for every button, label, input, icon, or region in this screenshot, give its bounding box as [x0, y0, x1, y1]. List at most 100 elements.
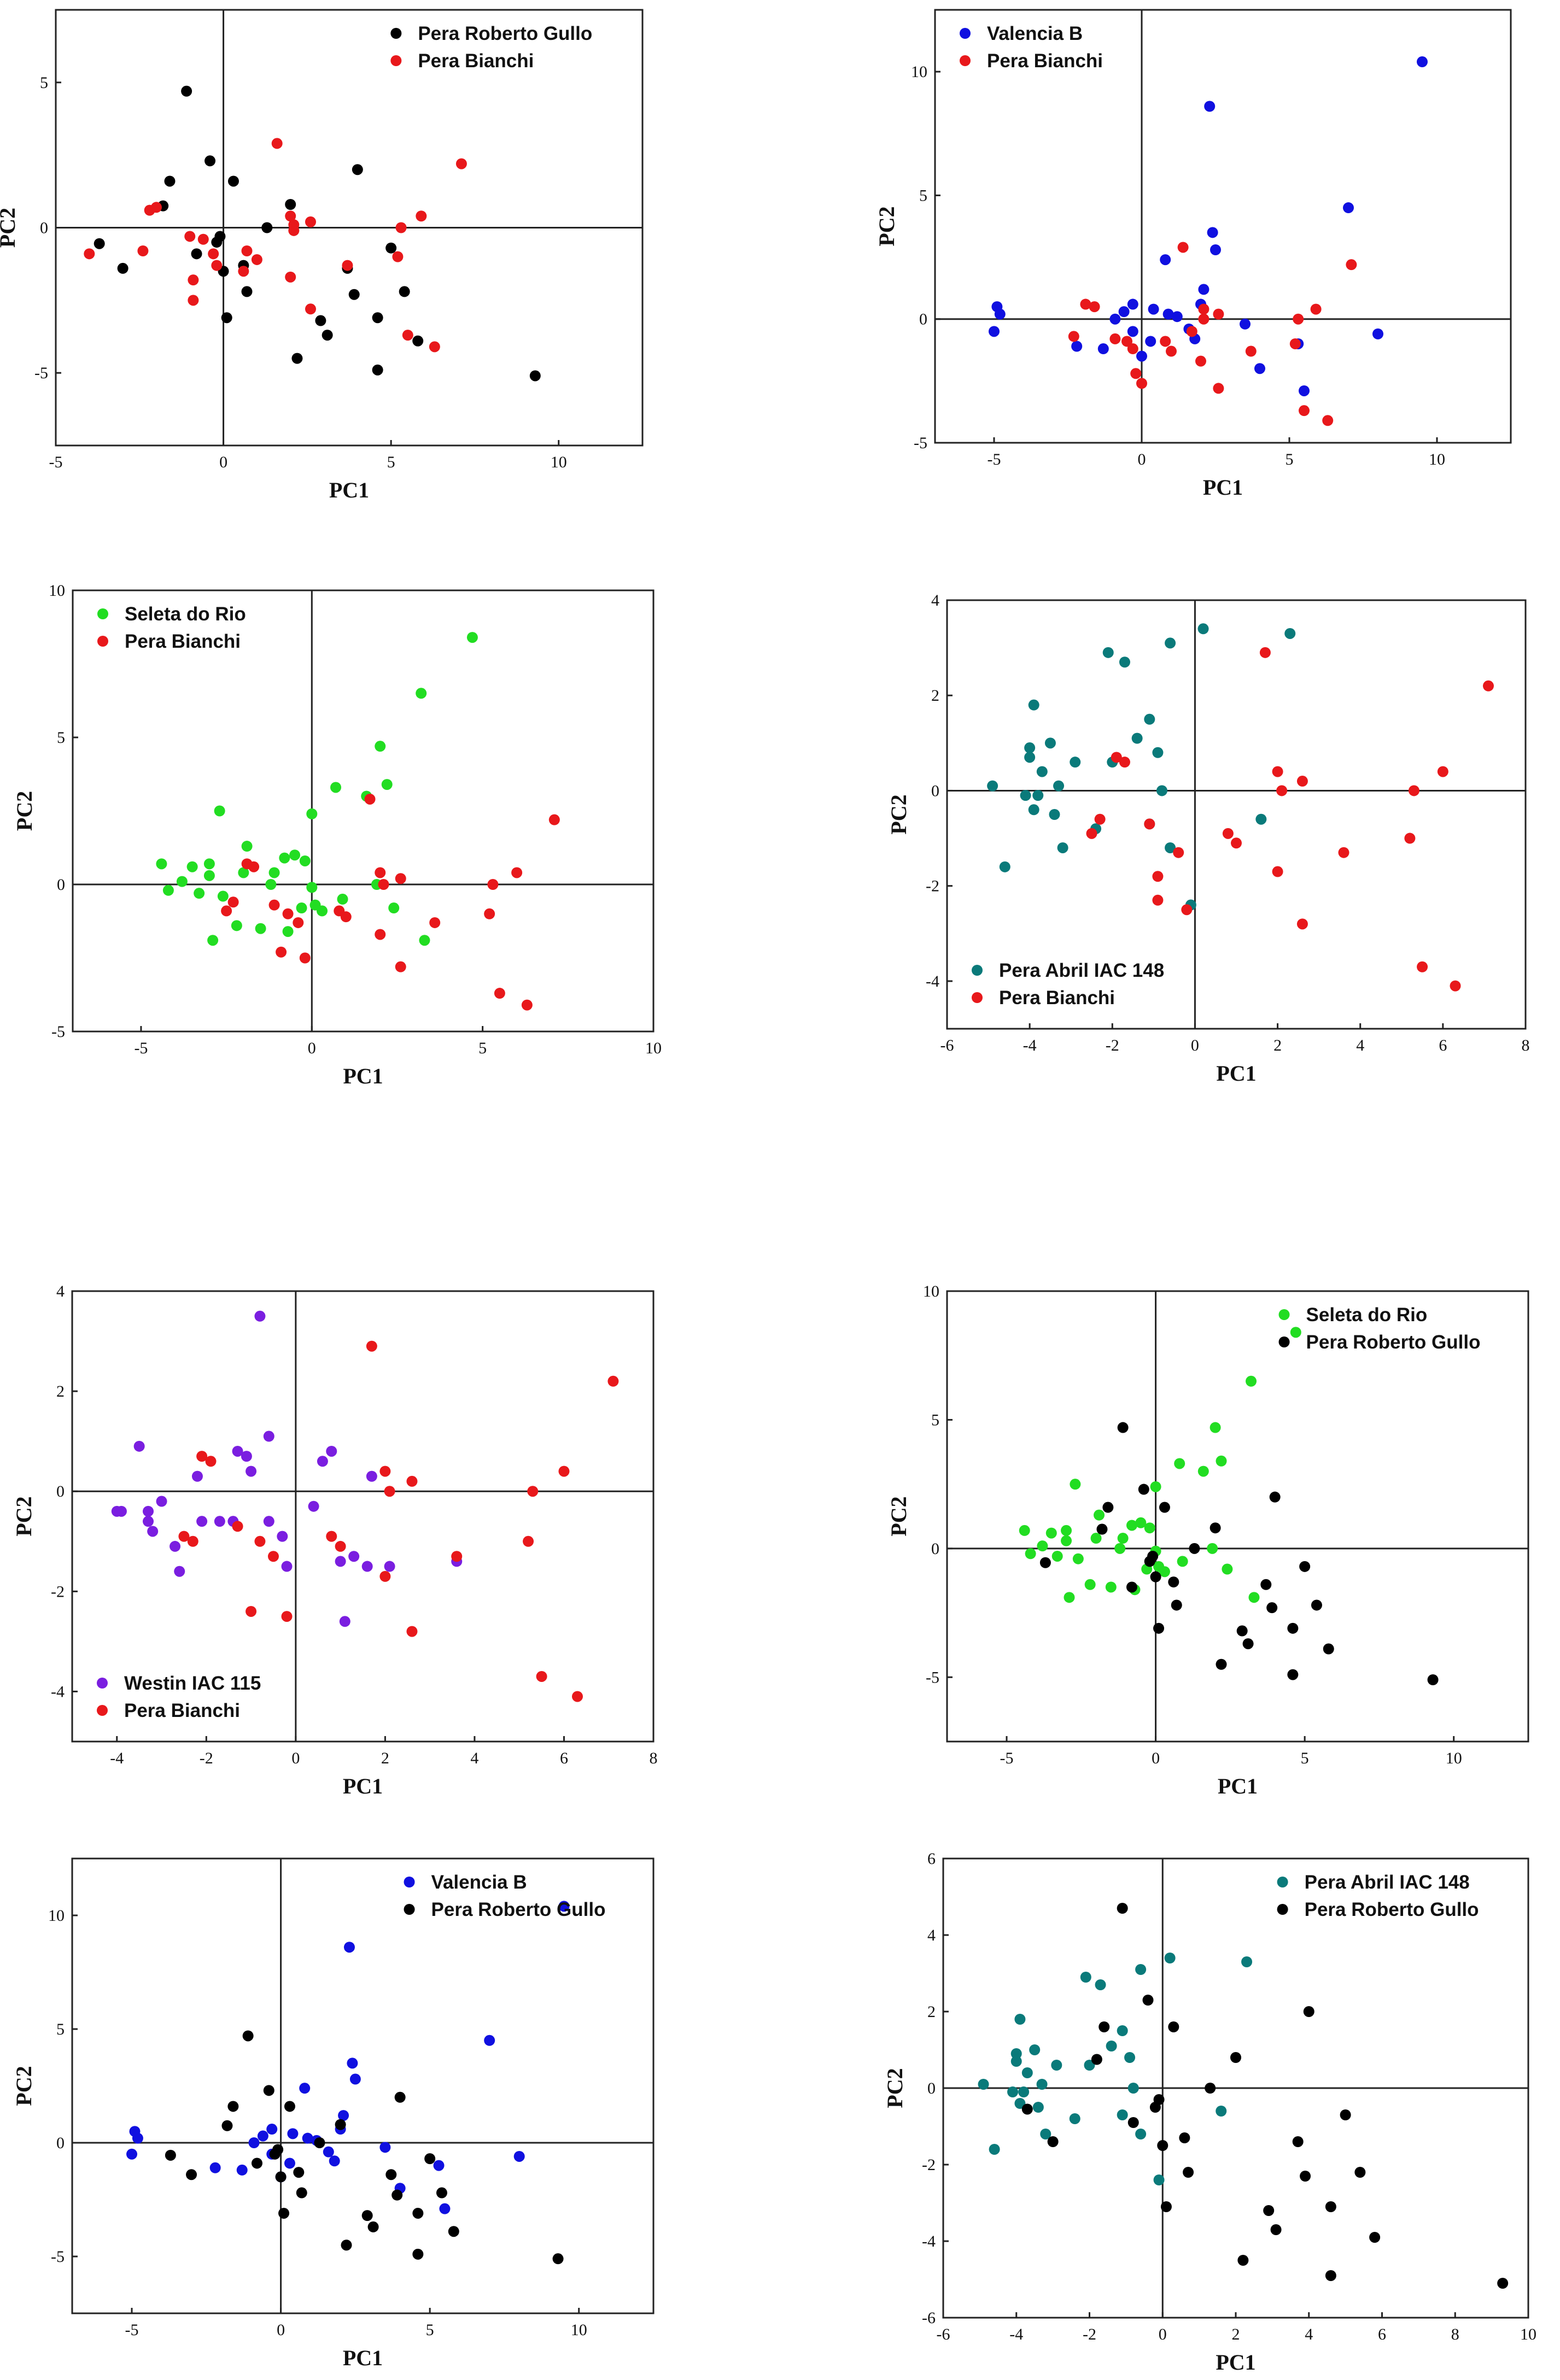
data-point [248, 861, 260, 872]
data-point [162, 884, 174, 896]
y-tick-label: -4 [51, 1683, 65, 1701]
data-point [203, 870, 215, 881]
data-point [1080, 1972, 1091, 1983]
x-tick-label: 8 [1522, 1036, 1530, 1054]
data-point [406, 1475, 418, 1487]
data-point [1183, 2167, 1194, 2178]
x-tick-label: 6 [1378, 2325, 1386, 2343]
data-point [1053, 780, 1065, 792]
data-point [132, 2132, 143, 2144]
data-point [1061, 1525, 1072, 1536]
data-point [384, 1486, 395, 1497]
data-point [1179, 2132, 1190, 2143]
data-point [242, 2030, 254, 2042]
data-point [1292, 2136, 1304, 2147]
x-tick-label: 5 [426, 2321, 434, 2339]
data-point [1325, 2201, 1336, 2212]
data-point [335, 1556, 346, 1567]
x-tick-label: -2 [200, 1749, 213, 1767]
x-tick-label: 10 [645, 1039, 662, 1057]
data-point [1437, 766, 1448, 777]
scatter-chart-7: -5 0 5 10 -5 0 5 10 PC1 PC2 Valencia B Pera Roberto… [11, 1857, 655, 2370]
x-tick-label: 2 [1273, 1036, 1282, 1054]
x-tick-label: 0 [1138, 450, 1146, 468]
data-point [1174, 1458, 1185, 1469]
y-tick-label: -5 [926, 1668, 939, 1686]
data-point [436, 2187, 447, 2199]
data-point [1287, 1669, 1299, 1680]
data-point [1090, 1533, 1102, 1544]
data-point [416, 688, 427, 699]
plot-frame [72, 589, 655, 1033]
data-point [214, 231, 226, 242]
data-point [188, 295, 199, 306]
data-point [246, 1465, 257, 1477]
data-point [1070, 1479, 1081, 1490]
data-point [330, 782, 342, 793]
x-tick-label: 0 [1152, 1749, 1160, 1767]
data-point [1272, 866, 1283, 877]
x-axis-label: PC1 [1203, 475, 1243, 500]
x-tick-label: 5 [1286, 450, 1294, 468]
data-point [277, 1531, 288, 1542]
data-point [558, 1465, 570, 1477]
data-point [466, 632, 478, 643]
data-point [275, 2171, 287, 2183]
data-point [176, 876, 188, 887]
data-point [1018, 2086, 1030, 2097]
data-point [1222, 828, 1234, 839]
legend: Valencia B Pera Bianchi [960, 23, 1103, 72]
chart-panel-7: -5 0 5 10 -5 0 5 10 PC1 PC2 Valencia B Pera Roberto… [0, 1848, 683, 2378]
data-point [1117, 1422, 1129, 1433]
data-point [994, 308, 1006, 320]
y-tick-label: -2 [51, 1582, 65, 1601]
x-axis-label: PC1 [1218, 1774, 1258, 1798]
data-point [208, 248, 219, 260]
data-point [429, 917, 441, 928]
y-tick-label: -4 [926, 972, 939, 990]
data-point [329, 2155, 340, 2167]
data-point [395, 222, 407, 233]
data-point [254, 1535, 266, 1547]
data-point [1095, 1979, 1106, 1990]
data-point [268, 899, 280, 911]
data-point [296, 902, 307, 914]
data-point [1325, 2270, 1336, 2281]
data-point [221, 905, 232, 917]
data-point [317, 905, 328, 917]
data-point [348, 289, 360, 300]
data-point [412, 335, 424, 347]
data-point [1127, 343, 1138, 355]
data-point [1080, 298, 1091, 310]
y-tick-label: 10 [49, 582, 65, 600]
data-point [308, 1500, 319, 1512]
data-point [375, 929, 386, 940]
data-point [323, 2146, 334, 2158]
data-point [143, 1516, 154, 1527]
data-point [1372, 328, 1383, 339]
x-tick-label: 5 [1301, 1749, 1309, 1767]
data-point [1160, 2201, 1172, 2212]
data-point [203, 858, 215, 870]
data-point [1293, 313, 1304, 325]
data-point [170, 1540, 181, 1552]
data-point [299, 952, 311, 964]
data-point [205, 1456, 217, 1467]
y-tick-label: -5 [51, 1023, 65, 1041]
x-tick-label: 0 [308, 1039, 316, 1057]
data-point [536, 1670, 547, 1682]
data-point [1150, 1571, 1161, 1582]
data-point [1276, 785, 1288, 796]
data-point [392, 251, 404, 262]
data-point [209, 2162, 221, 2173]
data-point [272, 2144, 284, 2155]
data-point [1207, 1543, 1218, 1554]
y-tick-label: 0 [931, 1540, 939, 1558]
data-point [1205, 2083, 1216, 2094]
data-point [1045, 1527, 1057, 1539]
data-point [335, 1540, 346, 1552]
y-tick-label: 4 [931, 591, 939, 609]
x-tick-label: -5 [1000, 1749, 1014, 1767]
legend: Westin IAC 115 Pera Bianchi [97, 1673, 261, 1721]
data-point [1272, 766, 1283, 777]
